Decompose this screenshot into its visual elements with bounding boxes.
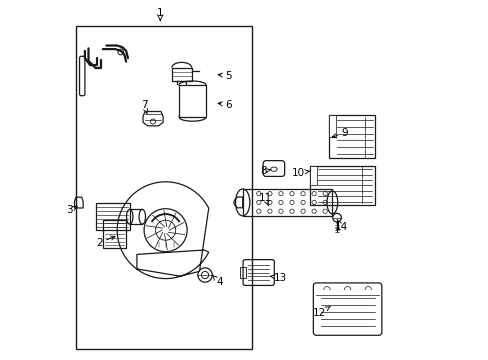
- Text: |: |: [164, 242, 166, 247]
- Bar: [328, 116, 375, 158]
- Bar: [179, 85, 205, 117]
- Text: |: |: [171, 242, 173, 247]
- Bar: [239, 267, 246, 278]
- Bar: [242, 189, 332, 216]
- Text: 4: 4: [212, 275, 222, 287]
- Text: 11: 11: [258, 193, 271, 206]
- Text: 7: 7: [141, 100, 147, 114]
- Bar: [96, 203, 129, 230]
- Bar: [102, 220, 126, 248]
- Text: 9: 9: [331, 129, 347, 138]
- Text: 5: 5: [218, 71, 231, 81]
- Text: 8: 8: [260, 166, 270, 176]
- Text: |: |: [157, 242, 159, 247]
- Text: 12: 12: [312, 306, 330, 318]
- Bar: [328, 116, 335, 137]
- Text: 2: 2: [96, 236, 115, 248]
- Bar: [76, 26, 251, 348]
- Text: 14: 14: [334, 220, 347, 232]
- Text: 6: 6: [218, 100, 231, 110]
- Bar: [171, 68, 191, 81]
- Text: 13: 13: [270, 273, 286, 283]
- Bar: [309, 166, 317, 185]
- Text: 1: 1: [157, 8, 163, 18]
- Text: 3: 3: [66, 206, 77, 216]
- Bar: [309, 166, 374, 205]
- Text: 10: 10: [291, 168, 309, 178]
